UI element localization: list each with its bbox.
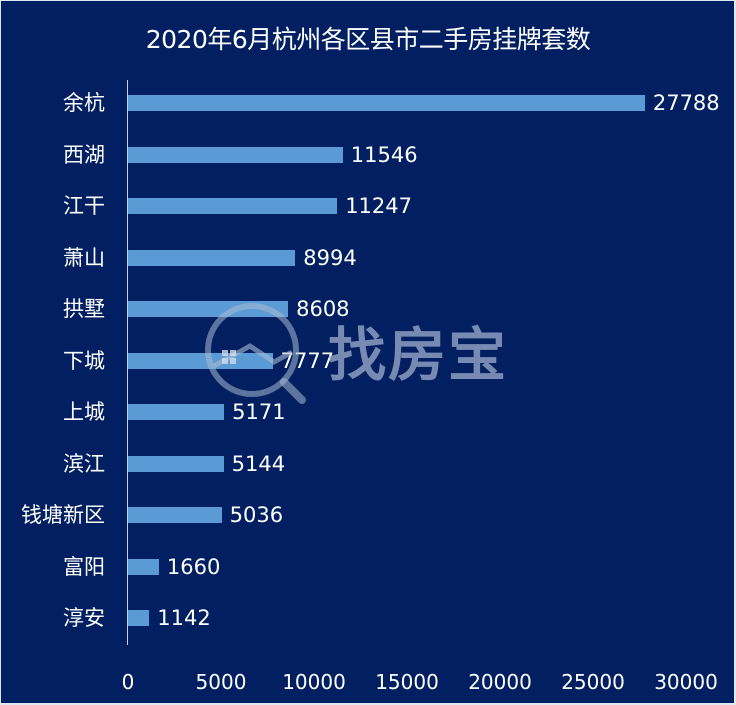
bar [128,146,343,163]
value-label: 5171 [232,400,286,424]
bar [128,198,338,214]
bar-row: 西湖 11546 [0,140,736,170]
category-label: 余杭 [63,91,105,115]
value-label: 7777 [280,348,335,373]
category-label: 钱塘新区 [21,503,105,527]
value-label: 11546 [350,142,418,167]
x-tick-label: 20000 [468,670,532,694]
category-label: 拱墅 [63,297,105,321]
y-axis-line [127,80,128,645]
value-label: 27788 [652,91,720,115]
category-label: 萧山 [63,245,105,270]
x-tick-label: 25000 [561,670,625,694]
x-tick-label: 15000 [375,670,439,694]
value-label: 11247 [345,194,412,218]
category-label: 滨江 [63,451,105,476]
bar [128,455,224,472]
value-label: 1660 [166,554,221,579]
bar-row: 富阳 1660 [0,552,736,582]
bar [128,558,159,575]
bar [128,404,225,420]
bar-row: 滨江 5144 [0,449,736,479]
bar-row: 下城 7777 [0,346,736,376]
value-label: 5144 [231,451,286,476]
value-label: 1142 [157,606,211,630]
category-label: 上城 [63,400,105,424]
bar-row: 淳安 1142 [0,603,736,633]
bar-row: 拱墅 8608 [0,294,736,324]
bar [128,507,222,523]
bar-row: 上城 5171 [0,397,736,427]
value-label: 8994 [303,245,357,270]
bar [128,352,273,369]
bar-row: 钱塘新区 5036 [0,500,736,530]
value-label: 5036 [229,503,284,527]
x-tick-label: 0 [121,670,135,694]
category-label: 富阳 [63,554,105,579]
bar [128,249,296,266]
category-label: 江干 [63,194,105,218]
x-tick-label: 30000 [654,670,718,694]
category-label: 下城 [63,348,105,373]
x-tick-label: 10000 [282,670,346,694]
bar [128,95,645,111]
bar [128,301,289,317]
bar-row: 萧山 8994 [0,243,736,273]
bar [128,610,150,626]
chart-title: 2020年6月杭州各区县市二手房挂牌套数 [145,25,591,54]
bar-row: 余杭 27788 [0,88,736,118]
x-tick-label: 5000 [195,670,247,694]
category-label: 淳安 [63,606,105,630]
category-label: 西湖 [63,142,105,167]
bar-row: 江干 11247 [0,191,736,221]
value-label: 8608 [296,297,350,321]
